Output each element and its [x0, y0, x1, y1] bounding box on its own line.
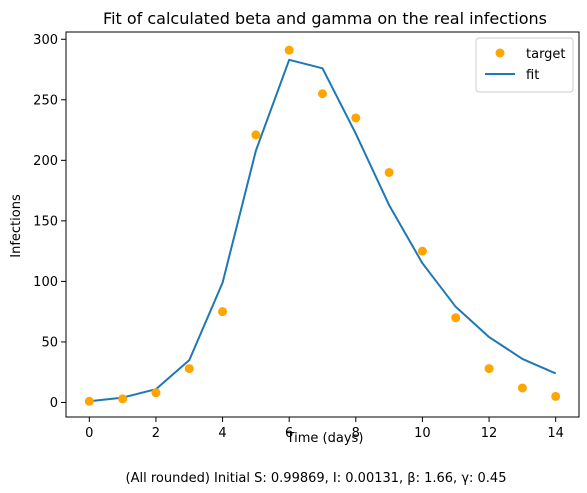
target-point — [84, 396, 94, 406]
x-tick-label: 10 — [414, 426, 431, 441]
plot-area — [84, 45, 561, 406]
target-point — [384, 167, 394, 177]
y-tick-label: 50 — [41, 335, 58, 350]
legend-fit-label: fit — [526, 68, 539, 83]
target-point — [351, 113, 361, 123]
y-tick-label: 100 — [33, 275, 58, 290]
x-axis-label: Time (days) — [286, 431, 364, 446]
x-axis-ticks: 0 2 4 6 8 10 12 14 — [85, 417, 564, 441]
x-tick-label: 8 — [352, 426, 360, 441]
axes-frame — [65, 31, 580, 418]
target-point — [417, 246, 427, 256]
target-point — [151, 388, 161, 398]
target-point — [451, 313, 461, 323]
x-tick-label: 14 — [547, 426, 564, 441]
target-point — [318, 89, 327, 99]
target-point — [184, 364, 194, 374]
target-point — [251, 130, 261, 140]
x-tick-label: 12 — [481, 426, 498, 441]
target-point — [118, 394, 128, 404]
y-axis-label: Infections — [9, 194, 24, 258]
y-tick-label: 250 — [33, 93, 58, 108]
y-tick-label: 0 — [50, 396, 58, 411]
y-tick-label: 200 — [33, 154, 58, 169]
y-axis-ticks: 0 50 100 150 200 250 300 — [33, 33, 66, 411]
target-point — [284, 45, 294, 55]
x-tick-label: 2 — [152, 426, 160, 441]
x-tick-label: 0 — [85, 426, 93, 441]
parameters-caption: (All rounded) Initial S: 0.99869, I: 0.0… — [126, 471, 507, 486]
legend-target-label: target — [526, 47, 566, 62]
fit-line — [89, 58, 557, 403]
y-tick-label: 300 — [33, 33, 58, 48]
target-point — [484, 364, 494, 374]
legend-target-marker — [495, 48, 505, 58]
legend: target fit — [475, 37, 574, 93]
x-tick-label: 4 — [218, 426, 226, 441]
y-tick-label: 150 — [33, 214, 58, 229]
x-tick-label: 6 — [285, 426, 293, 441]
target-point — [517, 383, 527, 393]
chart-title: Fit of calculated beta and gamma on the … — [103, 9, 547, 28]
target-point — [551, 391, 561, 401]
target-point — [218, 307, 228, 317]
